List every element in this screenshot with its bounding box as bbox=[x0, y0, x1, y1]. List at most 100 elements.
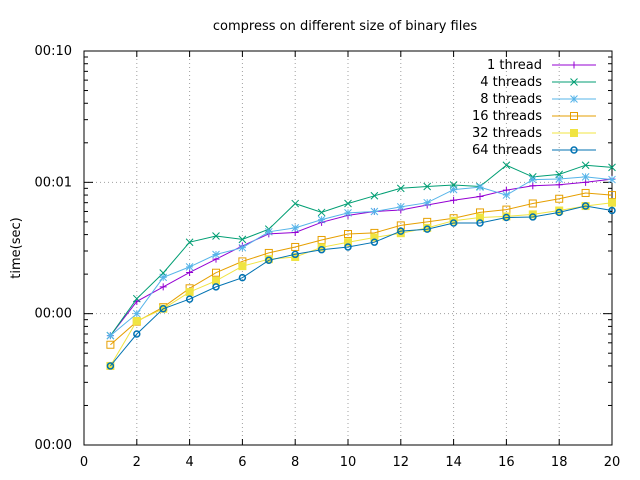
legend-entry: 8 threads bbox=[480, 92, 596, 107]
data-point bbox=[423, 198, 432, 207]
series-4 bbox=[106, 188, 616, 349]
series-5 bbox=[106, 198, 616, 370]
data-point bbox=[608, 163, 616, 172]
data-point bbox=[581, 173, 590, 181]
data-point bbox=[555, 175, 564, 183]
data-point bbox=[159, 283, 167, 291]
data-point bbox=[581, 188, 590, 197]
series-line bbox=[110, 178, 613, 337]
data-point bbox=[397, 227, 405, 235]
data-point bbox=[212, 268, 220, 277]
x-tick-label: 14 bbox=[445, 455, 462, 470]
legend-label: 64 threads bbox=[472, 143, 542, 158]
legend-entry: 16 threads bbox=[472, 109, 596, 124]
data-point bbox=[132, 316, 141, 325]
data-point bbox=[528, 199, 537, 208]
data-point bbox=[476, 213, 484, 222]
data-point bbox=[529, 213, 537, 221]
data-point bbox=[396, 184, 405, 193]
data-point bbox=[238, 235, 247, 244]
data-point bbox=[159, 273, 168, 282]
data-point bbox=[529, 182, 537, 190]
data-point bbox=[291, 199, 300, 208]
data-point bbox=[238, 243, 247, 252]
data-point bbox=[555, 208, 563, 217]
legend-marker bbox=[570, 129, 578, 137]
legend-entry: 4 threads bbox=[480, 75, 596, 90]
data-point bbox=[396, 229, 405, 238]
data-point bbox=[185, 295, 194, 303]
x-tick-label: 2 bbox=[133, 455, 141, 470]
x-tick-label: 16 bbox=[498, 455, 515, 470]
data-point bbox=[159, 305, 167, 313]
data-point bbox=[264, 227, 273, 236]
axes: 0 2 4 6 8 10 12 14 16 18 20 00:00 00:00 00:01 00:10 bbox=[35, 44, 621, 470]
data-point bbox=[423, 182, 432, 191]
legend-entry: 1 thread bbox=[487, 58, 596, 73]
legend: 1 thread 4 threads 8 threads 16 threads 32 t… bbox=[472, 58, 596, 158]
data-point bbox=[132, 294, 141, 303]
data-point bbox=[291, 224, 300, 232]
legend-marker bbox=[570, 112, 578, 120]
data-point bbox=[317, 245, 326, 254]
data-point bbox=[396, 203, 405, 211]
series-group bbox=[106, 161, 616, 370]
y-tick-label: 00:00 bbox=[35, 438, 72, 453]
x-tick-label: 20 bbox=[604, 455, 621, 470]
data-point bbox=[608, 175, 616, 184]
legend-label: 16 threads bbox=[472, 109, 542, 124]
data-point bbox=[106, 331, 115, 340]
y-tick-label: 00:01 bbox=[35, 175, 72, 190]
legend-entry: 32 threads bbox=[472, 126, 596, 141]
data-point bbox=[555, 194, 564, 203]
data-point bbox=[344, 243, 352, 251]
data-point bbox=[291, 250, 299, 259]
data-point bbox=[449, 185, 458, 194]
x-tick-label: 10 bbox=[340, 455, 357, 470]
data-point bbox=[450, 196, 458, 204]
x-tick-label: 18 bbox=[551, 455, 568, 470]
data-point bbox=[238, 273, 247, 282]
x-tick-label: 0 bbox=[80, 455, 88, 470]
legend-marker bbox=[570, 61, 578, 69]
data-point bbox=[212, 232, 220, 240]
series-6 bbox=[106, 202, 616, 370]
legend-marker bbox=[570, 146, 578, 154]
data-point bbox=[502, 191, 511, 199]
legend-label: 32 threads bbox=[472, 126, 542, 141]
legend-label: 4 threads bbox=[480, 75, 542, 90]
series-line bbox=[110, 176, 613, 337]
data-point bbox=[370, 191, 379, 200]
chart-title: compress on different size of binary fil… bbox=[213, 19, 477, 34]
data-point bbox=[502, 213, 511, 222]
data-point bbox=[608, 191, 616, 200]
data-point bbox=[555, 206, 564, 215]
data-point bbox=[317, 208, 326, 217]
data-point bbox=[106, 340, 115, 349]
series-3 bbox=[106, 173, 616, 340]
data-point bbox=[212, 283, 220, 291]
legend-marker bbox=[570, 95, 578, 103]
data-point bbox=[344, 230, 352, 239]
series-line bbox=[110, 192, 613, 346]
data-point bbox=[212, 250, 220, 259]
series-2 bbox=[106, 161, 616, 340]
data-point bbox=[132, 309, 141, 318]
data-point bbox=[476, 219, 484, 227]
data-point bbox=[370, 238, 379, 246]
x-tick-label: 8 bbox=[291, 455, 299, 470]
y-tick-label: 00:00 bbox=[35, 307, 72, 322]
data-point bbox=[344, 209, 352, 217]
data-point bbox=[185, 263, 194, 271]
data-point bbox=[265, 256, 273, 264]
data-point bbox=[317, 215, 326, 224]
data-point bbox=[133, 330, 141, 338]
data-point bbox=[370, 233, 379, 242]
legend-entry: 64 threads bbox=[472, 143, 596, 158]
grid bbox=[84, 51, 612, 445]
data-point bbox=[291, 242, 300, 251]
y-axis-label: time(sec) bbox=[9, 217, 24, 278]
data-point bbox=[449, 219, 458, 227]
data-point bbox=[185, 288, 194, 297]
